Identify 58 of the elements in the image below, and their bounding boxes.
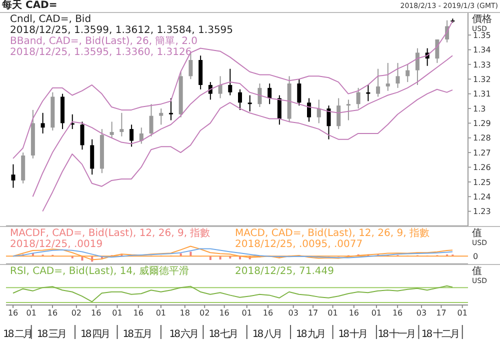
x-tick-label: 01 — [112, 308, 122, 318]
y-tick-label: 1.26 — [473, 163, 491, 172]
x-tick-label: 17 — [308, 308, 318, 318]
x2-tick-label: 18 六月 — [169, 328, 198, 340]
y-tick-label: 1.24 — [473, 192, 491, 202]
x2-tick-label: 18 八月 — [252, 329, 281, 340]
y-tick-label: 1.32 — [473, 74, 491, 84]
x2-tick-label: 18 七月 — [208, 328, 238, 340]
y-tick-label: 1.29 — [473, 119, 491, 128]
x-tick-label: 16 — [133, 308, 144, 318]
y-tick-label: 1.33 — [473, 60, 491, 70]
x-tick-label: 16 — [219, 308, 230, 318]
y-tick-label: 1.23 — [473, 207, 491, 216]
text: RSI, CAD=, Bid(Last), 14, 威爾德平滑 — [10, 266, 189, 277]
x-tick-label: 16 — [91, 308, 102, 318]
y-tick-label: 1.35 — [473, 30, 491, 40]
annotation: 2018/12/25, 1.3599, 1.3612, 1.3584, 1.3595 — [10, 25, 234, 36]
x-tick-label: 02 — [200, 308, 210, 318]
x-tick-label: 16 — [348, 308, 359, 318]
chart-title: 每天 CAD= — [2, 0, 58, 12]
y-tick-label: 1.28 — [473, 134, 491, 143]
y-tick-label: 1.3 — [473, 104, 486, 114]
annotation: 2018/12/25, .0095, .0077 — [235, 239, 363, 250]
x-tick-label: 16 — [8, 308, 18, 318]
x2-tick-label: 18 十二月 — [421, 328, 458, 340]
x-tick-label: 18 — [180, 308, 190, 318]
text: MACDF, CAD=, Bid(Last), 12, 26, 9, 指數 — [10, 228, 210, 239]
x-tick-label: 16 — [47, 308, 58, 318]
x-tick-label: 01 — [156, 308, 166, 318]
x-tick-label: 03 — [288, 308, 298, 318]
annotation: 2018/12/25, 1.3595, 1.3360, 1.3126 — [10, 47, 192, 58]
x-tick-label: 16 — [392, 308, 403, 318]
x-tick-label: 02 — [71, 308, 82, 318]
y-tick-label: 1.25 — [473, 178, 491, 187]
x-tick-label: 01 — [242, 308, 252, 318]
annotation: BBand, CAD=, Bid(Last), 26, 簡單, 2.0 — [10, 36, 198, 47]
x2-tick-label: 18 九月 — [296, 328, 324, 340]
y-tick-label: 1.27 — [473, 148, 491, 158]
ref-line-label: 0 — [473, 252, 478, 261]
x2-tick-label: 18 四月 — [80, 329, 109, 340]
x-tick-label: 03 — [416, 308, 427, 318]
x2-tick-label: 18 三月 — [36, 329, 66, 340]
text: MACD, CAD=, Bid(Last), 12, 26, 9, 指數 — [235, 228, 430, 239]
x2-tick-label: 18 十一月 — [378, 328, 415, 340]
x2-tick-label: 18 五月 — [122, 329, 152, 340]
x-tick-label: 01 — [457, 308, 468, 318]
y-tick-label: 1.34 — [473, 46, 491, 55]
x2-tick-label: 18 二月 — [3, 329, 32, 340]
text: 2018/12/25, 71.449 — [235, 266, 334, 277]
y-tick-label: 1.31 — [473, 90, 491, 99]
annotation: 2018/12/25, .0019 — [10, 239, 103, 250]
x2-tick-label: 18 十月 — [338, 328, 367, 340]
x-tick-label: 01 — [26, 308, 36, 318]
x-tick-label: 16 — [262, 308, 274, 318]
x-tick-label: 17 — [436, 308, 446, 318]
x-tick-label: 01 — [328, 308, 338, 318]
annotation: Cndl, CAD=, Bid — [10, 14, 92, 25]
x-tick-label: 01 — [371, 308, 382, 318]
